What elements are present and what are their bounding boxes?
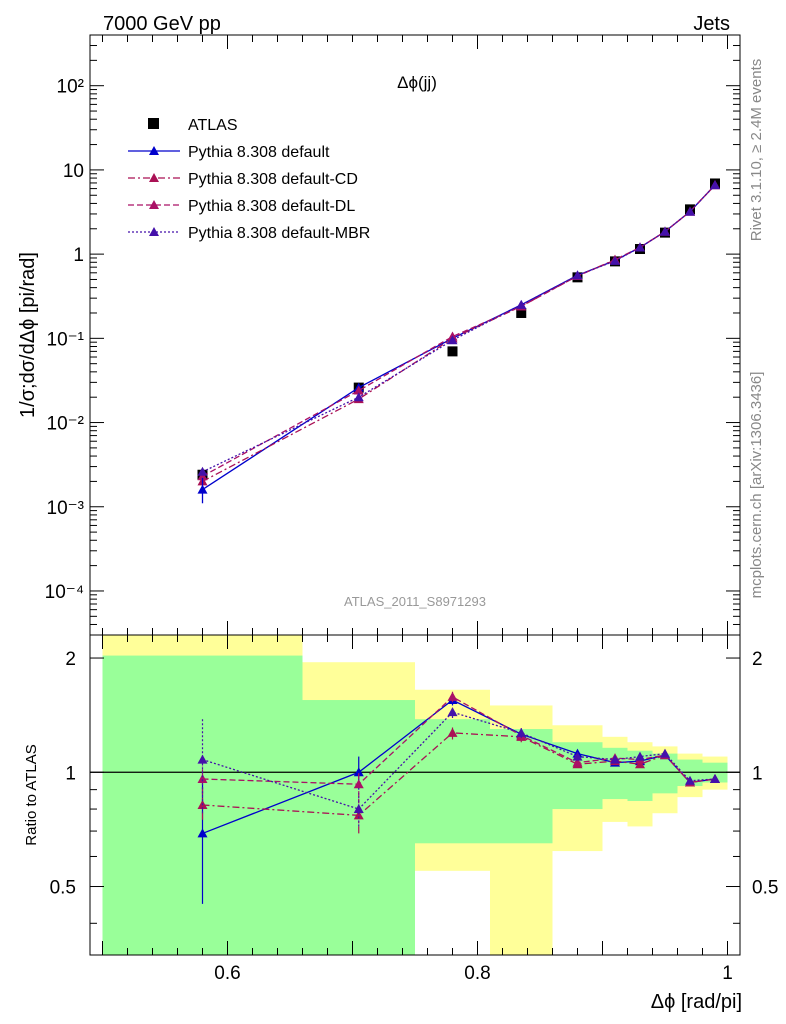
x-tick-label: 0.8 — [464, 963, 490, 984]
ratio-data-point — [610, 754, 620, 764]
ratio-data-point — [660, 748, 670, 758]
ratio-y-axis-label: Ratio to ATLAS — [23, 744, 40, 845]
mc-data-point — [635, 242, 645, 252]
legend-entry: Pythia 8.308 default-MBR — [188, 225, 370, 242]
x-tick-label: 1 — [722, 963, 733, 984]
legend: ATLAS Pythia 8.308 default Pythia 8.308 de… — [128, 117, 370, 242]
main-y-tick-label: 10⁻¹ — [47, 329, 85, 350]
legend-entry: Pythia 8.308 default-DL — [188, 198, 355, 215]
mc-data-point — [353, 385, 364, 395]
ratio-data-point — [572, 751, 583, 761]
ratio-y-tick-label-right: 2 — [752, 649, 763, 670]
legend-entry: Pythia 8.308 default — [188, 144, 330, 161]
legend-marker — [149, 227, 159, 236]
ratio-frame — [89, 634, 741, 956]
legend-entry: Pythia 8.308 default-CD — [188, 171, 358, 188]
plot-title: Δϕ(jj) — [397, 73, 437, 92]
ratio-y-tick-label-left: 2 — [65, 649, 76, 670]
ratio-data-point — [685, 775, 695, 785]
mc-data-point — [447, 335, 458, 345]
legend-marker — [149, 146, 159, 155]
header-right: Jets — [693, 13, 730, 35]
analysis-label: ATLAS_2011_S8971293 — [344, 594, 486, 609]
ratio-y-tick-label-left: 0.5 — [50, 878, 76, 899]
ratio-data-point — [197, 774, 208, 784]
legend-marker — [149, 173, 159, 182]
ratio-data-point — [197, 828, 208, 838]
uncertainty-band-green — [415, 719, 490, 844]
ratio-data-point — [353, 767, 364, 777]
ratio-series-3 — [197, 706, 720, 827]
ratio-data-point — [447, 727, 458, 737]
main-series-line — [202, 184, 716, 473]
main-series-0 — [197, 178, 720, 480]
ratio-series-line — [202, 696, 716, 785]
mc-data-point — [197, 466, 208, 476]
ratio-data-point — [353, 779, 364, 789]
ratio-y-tick-label-left: 1 — [65, 763, 76, 784]
main-y-tick-label: 10² — [57, 77, 84, 98]
ratio-data-point — [516, 727, 527, 737]
x-tick-label: 0.6 — [214, 963, 240, 984]
ratio-plot-area — [90, 635, 740, 955]
mc-data-point — [353, 392, 364, 402]
main-y-tick-label: 10⁻⁴ — [45, 582, 84, 603]
ratio-data-point — [635, 759, 645, 769]
main-series-line — [202, 184, 716, 477]
ratio-data-point — [353, 804, 364, 814]
main-axes: 10⁻⁴ 10⁻³ 10⁻² 10⁻¹ 1 10 10² — [45, 34, 740, 636]
x-axis-label: Δϕ [rad/pi] — [651, 991, 742, 1013]
ratio-data-point — [447, 707, 458, 717]
mc-data-point — [710, 180, 720, 190]
uncertainty-band-green — [490, 729, 553, 844]
ratio-axes: 0.5 0.5 1 1 2 2 0.6 0.8 1 — [50, 635, 778, 984]
main-y-tick-label: 10⁻² — [47, 414, 85, 435]
ratio-data-point — [572, 757, 583, 767]
main-y-tick-label: 10 — [63, 161, 84, 182]
ratio-data-point — [447, 691, 458, 701]
main-y-tick-label: 10⁻³ — [47, 498, 85, 519]
rivet-version-text: Rivet 3.1.10, ≥ 2.4M events — [748, 59, 765, 242]
ratio-data-point — [635, 751, 645, 761]
atlas-data-point — [516, 307, 527, 318]
atlas-data-point — [447, 346, 458, 357]
ratio-data-point — [197, 754, 208, 764]
main-series-4 — [197, 180, 720, 476]
uncertainty-band-green — [652, 753, 678, 794]
mc-data-point — [685, 206, 695, 216]
legend-entry: ATLAS — [188, 117, 238, 134]
mcplots-credit-text: mcplots.cern.ch [arXiv:1306.3436] — [748, 372, 765, 599]
mc-data-point — [610, 255, 620, 265]
ratio-y-tick-label-right: 0.5 — [752, 878, 778, 899]
ratio-data-point — [710, 774, 720, 784]
mc-data-point — [660, 226, 670, 236]
main-y-axis-label: 1/σ;dσ/dΔϕ [pi/rad] — [17, 252, 39, 418]
ratio-data-point — [353, 810, 364, 820]
ratio-series-line — [202, 711, 716, 810]
main-panel: 10⁻⁴ 10⁻³ 10⁻² 10⁻¹ 1 10 10² Δϕ(jj) ATLAS_2011… — [17, 34, 741, 636]
mc-data-point — [572, 270, 583, 280]
mc-data-point — [516, 299, 527, 309]
ratio-y-tick-label-right: 1 — [752, 763, 763, 784]
legend-marker-atlas — [148, 118, 159, 129]
main-y-tick-label: 1 — [73, 245, 84, 266]
legend-marker — [149, 200, 159, 209]
ratio-panel: 0.5 0.5 1 1 2 2 0.6 0.8 1 Ratio to ATLAS Δϕ [rad… — [23, 634, 778, 1013]
main-plot-area — [197, 178, 720, 504]
header-left: 7000 GeV pp — [103, 13, 221, 35]
